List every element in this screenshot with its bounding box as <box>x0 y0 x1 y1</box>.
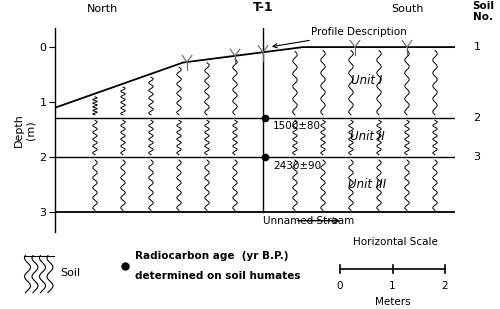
Text: Soil
No.: Soil No. <box>472 1 494 22</box>
Text: 2430±90: 2430±90 <box>273 161 321 171</box>
Text: Unit III: Unit III <box>348 178 386 191</box>
Text: determined on soil humates: determined on soil humates <box>135 271 300 281</box>
Text: 1: 1 <box>474 42 480 52</box>
Text: South: South <box>391 3 423 14</box>
Text: Soil: Soil <box>60 269 80 278</box>
Text: 2: 2 <box>442 281 448 291</box>
Text: 2: 2 <box>474 113 480 123</box>
Text: Meters: Meters <box>374 297 410 307</box>
Text: 0: 0 <box>337 281 343 291</box>
Y-axis label: Depth
(m): Depth (m) <box>14 113 36 147</box>
Text: Unit I: Unit I <box>352 74 382 87</box>
Text: Unit II: Unit II <box>350 130 384 143</box>
Text: Horizontal Scale: Horizontal Scale <box>352 237 438 247</box>
Text: 1500±80: 1500±80 <box>273 121 321 131</box>
Text: Radiocarbon age  (yr B.P.): Radiocarbon age (yr B.P.) <box>135 251 288 260</box>
Text: T-1: T-1 <box>252 1 274 14</box>
Text: 3: 3 <box>474 152 480 162</box>
Text: Profile Description: Profile Description <box>273 27 407 48</box>
Text: North: North <box>88 3 118 14</box>
Text: Unnamed Stream: Unnamed Stream <box>263 216 354 226</box>
Text: 1: 1 <box>389 281 396 291</box>
